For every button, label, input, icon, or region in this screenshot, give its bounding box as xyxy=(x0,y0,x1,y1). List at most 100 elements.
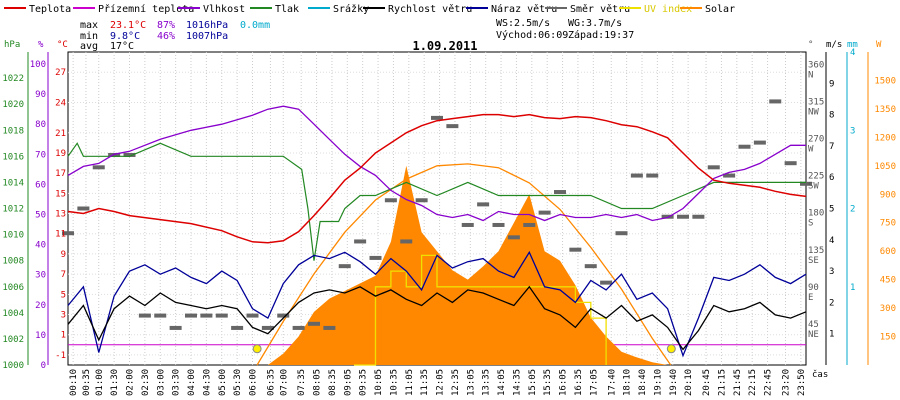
x-tick-label: 08:05 xyxy=(313,369,323,396)
humidity-tick: 20 xyxy=(35,301,46,311)
rain-tick: 3 xyxy=(850,126,855,136)
pressure-tick: 1008 xyxy=(2,257,24,267)
legend-label: Tlak xyxy=(275,4,299,15)
x-tick-label: 01:30 xyxy=(110,369,120,396)
solar-tick: 1050 xyxy=(874,162,896,172)
solar-tick: 300 xyxy=(880,304,896,314)
solar-tick: 600 xyxy=(880,247,896,257)
uv-index-line xyxy=(354,254,607,366)
x-tick-label: 12:05 xyxy=(436,369,446,396)
legend-label: Rychlost větru xyxy=(388,3,472,15)
wind-tick: 8 xyxy=(829,111,834,121)
legend-label: Směr větru xyxy=(570,3,630,15)
rain-tick: 2 xyxy=(850,205,855,215)
direction-label: NW xyxy=(808,108,819,118)
humidity-tick: 40 xyxy=(35,241,46,251)
wind-direction-marker xyxy=(446,124,459,129)
wind-tick: 9 xyxy=(829,79,834,89)
grid xyxy=(68,52,806,365)
x-tick-label: 11:05 xyxy=(405,369,415,396)
humidity-tick: 90 xyxy=(35,90,46,100)
wind-direction-marker xyxy=(477,202,490,207)
wind-direction-marker xyxy=(554,190,566,195)
wind-direction-marker xyxy=(677,214,689,219)
wind-direction-marker xyxy=(615,231,628,236)
wind-direction-marker xyxy=(169,325,182,330)
wind-direction-marker xyxy=(292,325,305,330)
x-tick-label: 13:35 xyxy=(482,369,492,396)
humidity-tick: 0 xyxy=(41,361,46,371)
direction-tick: 270 xyxy=(808,135,824,145)
pressure-tick: 1010 xyxy=(2,231,24,241)
wind-direction-marker xyxy=(62,231,74,236)
wind-direction-marker xyxy=(154,313,167,318)
wind-direction-marker xyxy=(369,255,382,260)
x-tick-label: 21:45 xyxy=(733,369,743,396)
x-tick-label: 01:00 xyxy=(95,369,105,396)
x-tick-label: 00:35 xyxy=(82,369,92,396)
pressure-tick: 1018 xyxy=(2,126,24,136)
pressure-tick: 1022 xyxy=(2,74,24,84)
x-axis-unit: čas xyxy=(812,369,828,380)
wind-direction-marker xyxy=(338,264,351,269)
x-tick-label: 02:30 xyxy=(141,369,151,396)
humidity-tick: 30 xyxy=(35,271,46,281)
x-tick-label: 04:30 xyxy=(202,369,212,396)
x-tick-label: 15:35 xyxy=(543,369,553,396)
direction-label: S xyxy=(808,219,813,229)
x-tick-label: 23:20 xyxy=(782,369,792,396)
axes: 00:10 00:35 01:00 01:30 02:00 02:30 03:00 03:30… xyxy=(2,40,896,396)
stat-max-temp: 23.1°C xyxy=(110,20,146,31)
direction-label: NE xyxy=(808,330,819,340)
direction-label: SE xyxy=(808,256,819,266)
pressure-tick: 1014 xyxy=(2,178,24,188)
x-tick-label: 07:35 xyxy=(297,369,307,396)
temperature-tick: 11 xyxy=(55,230,66,240)
wind-direction-marker xyxy=(277,313,290,318)
wind-direction-marker xyxy=(261,325,274,330)
rain-tick: 1 xyxy=(850,283,855,293)
wind-direction-marker xyxy=(308,321,320,326)
x-tick-label: 16:05 xyxy=(559,369,569,396)
stat-max-hum: 87% xyxy=(157,20,175,31)
chart-title: 1.09.2011 xyxy=(412,39,477,53)
sun-marker xyxy=(666,344,676,354)
pressure-tick: 1004 xyxy=(2,309,24,319)
wind-unit: m/s xyxy=(826,40,842,50)
solar-tick: 150 xyxy=(880,333,896,343)
solar-theoretical-line xyxy=(256,163,672,366)
x-tick-label: 10:35 xyxy=(389,369,399,396)
x-tick-label: 18:10 xyxy=(623,369,633,396)
wind-direction-marker xyxy=(784,161,797,166)
x-tick-label: 03:00 xyxy=(156,369,166,396)
series-layer xyxy=(62,99,812,366)
temperature-tick: 5 xyxy=(61,290,66,300)
direction-tick: 45 xyxy=(808,320,819,330)
wind-tick: 2 xyxy=(829,298,834,308)
wind-direction-marker xyxy=(707,165,720,170)
temperature-tick: 24 xyxy=(55,98,66,108)
direction-tick: 360 xyxy=(808,60,824,70)
temperature-tick: 9 xyxy=(61,250,66,260)
x-tick-label: 00:10 xyxy=(69,369,79,396)
solar-tick: 750 xyxy=(880,219,896,229)
x-tick-label: 04:00 xyxy=(187,369,197,396)
legend-label: Přízemní teplota xyxy=(98,3,194,15)
direction-tick: 225 xyxy=(808,172,824,182)
wind-tick: 3 xyxy=(829,267,834,277)
wind-direction-marker xyxy=(569,247,582,252)
wind-direction-marker xyxy=(584,264,597,269)
pressure-unit: hPa xyxy=(4,40,20,50)
x-tick-label: 18:40 xyxy=(638,369,648,396)
wind-direction-marker xyxy=(692,214,705,219)
wind-direction-marker xyxy=(492,222,505,227)
stat-label: avg xyxy=(80,41,98,52)
rain-unit: mm xyxy=(847,40,858,50)
wind-direction-marker xyxy=(215,313,228,318)
wind-direction-marker xyxy=(123,152,136,157)
temperature-tick: 19 xyxy=(55,149,66,159)
direction-tick: 315 xyxy=(808,98,824,108)
temperature-tick: 13 xyxy=(55,210,66,220)
x-tick-label: 14:35 xyxy=(512,369,522,396)
